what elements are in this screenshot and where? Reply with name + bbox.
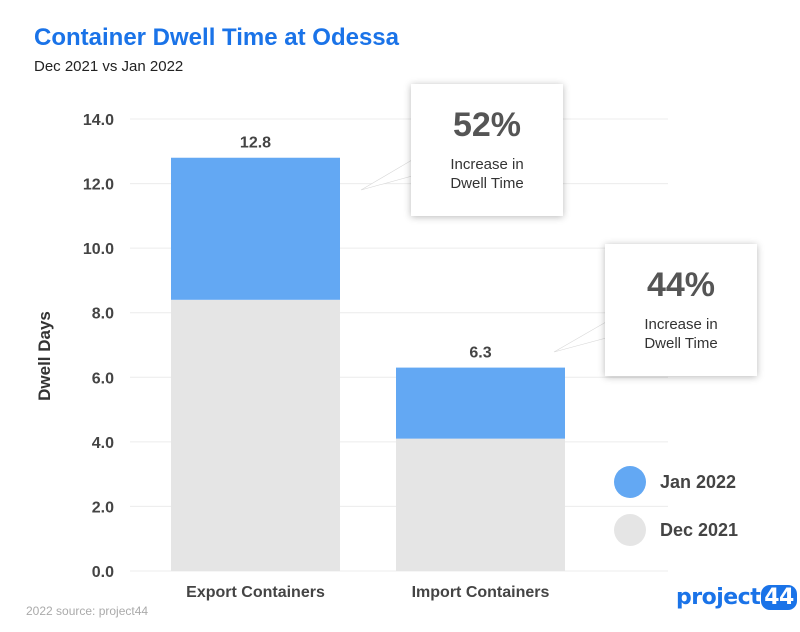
callout-import-percent: 44%: [646, 266, 716, 304]
callout-import: 44% Increase in Dwell Time: [605, 244, 757, 376]
chart-subtitle: Dec 2021 vs Jan 2022: [34, 58, 184, 75]
y-tick-label: 6.0: [92, 370, 114, 387]
source-note: 2022 source: project44: [26, 604, 149, 618]
callout-export: 52% Increase in Dwell Time: [411, 84, 563, 216]
y-tick-label: 0.0: [92, 564, 114, 581]
callout-export-text: Increase in Dwell Time: [450, 156, 524, 192]
y-tick-label: 4.0: [92, 435, 114, 452]
bar-total-label: 6.3: [469, 345, 491, 362]
callout-import-text: Increase in Dwell Time: [644, 316, 718, 352]
legend-item-dec-2021: Dec 2021: [614, 514, 738, 546]
bar-dec-2021-import: [396, 438, 565, 571]
legend-label-jan-2022: Jan 2022: [660, 471, 737, 492]
y-axis-label: Dwell Days: [35, 311, 54, 401]
chart-title: Container Dwell Time at Odessa: [34, 24, 400, 51]
x-tick-label: Import Containers: [412, 584, 550, 601]
logo-badge: 44: [761, 585, 797, 610]
legend-item-jan-2022: Jan 2022: [614, 466, 736, 498]
legend-label-dec-2021: Dec 2021: [660, 519, 739, 540]
callout-export-percent: 52%: [452, 106, 522, 144]
bar-jan-2022-export: [171, 157, 340, 300]
legend-swatch-dec-2021: [614, 514, 646, 546]
bar-jan-2022-import: [396, 367, 565, 439]
legend-swatch-jan-2022: [614, 466, 646, 498]
y-tick-label: 2.0: [92, 499, 114, 516]
bar-dec-2021-export: [171, 299, 340, 571]
callout-pointer-import: [553, 321, 607, 353]
y-tick-label: 12.0: [83, 177, 114, 194]
logo-text: project: [676, 585, 761, 610]
callout-pointer-export: [360, 159, 413, 191]
y-tick-label: 8.0: [92, 306, 114, 323]
bar-total-label: 12.8: [240, 135, 271, 152]
project44-logo: project 44: [676, 585, 797, 610]
x-tick-label: Export Containers: [186, 584, 325, 601]
y-tick-label: 10.0: [83, 241, 114, 258]
y-tick-label: 14.0: [83, 112, 114, 129]
